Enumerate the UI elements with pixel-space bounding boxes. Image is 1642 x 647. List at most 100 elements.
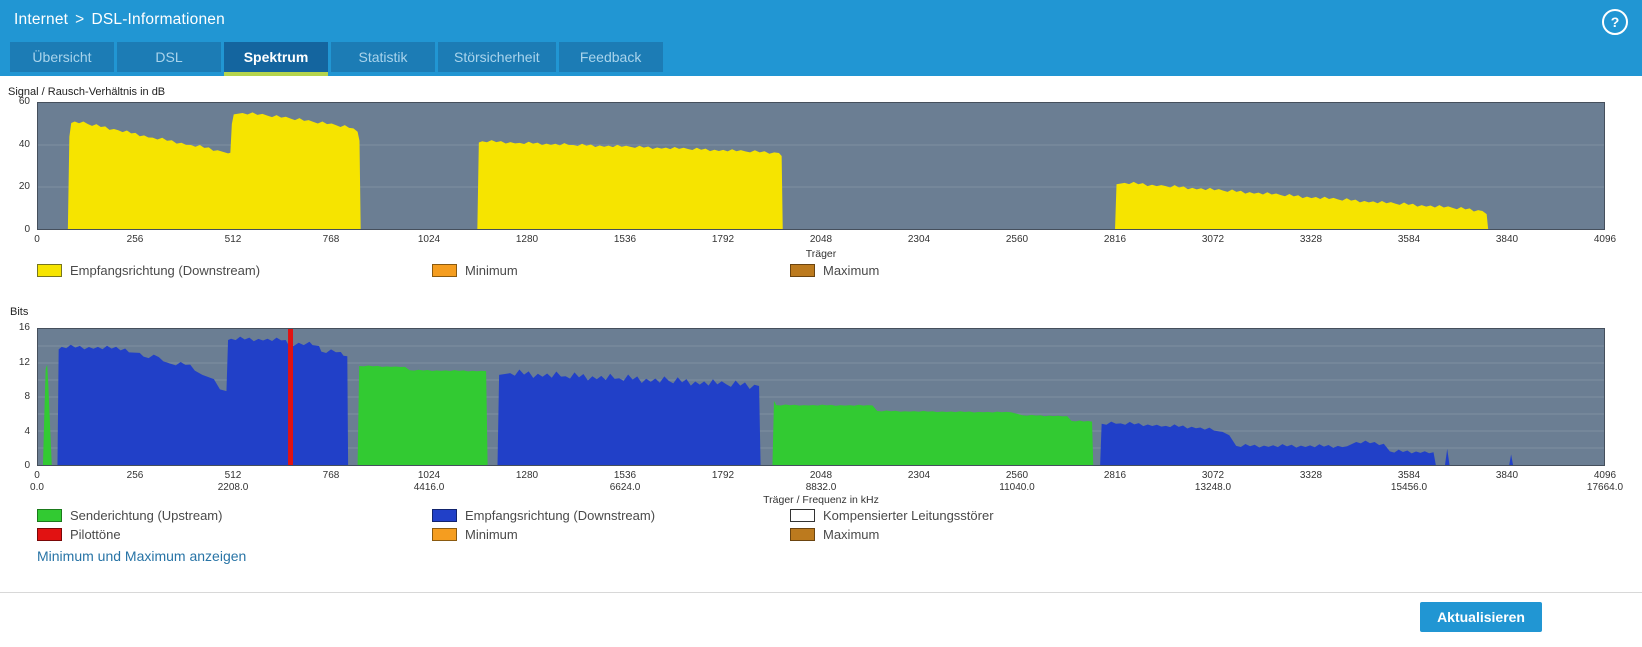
snr-xtick-768: 768 <box>322 234 340 245</box>
snr-plot <box>37 102 1605 230</box>
bits-legend-item-minimum: Minimum <box>432 526 518 542</box>
bits-xtick-3840: 3840 <box>1495 470 1519 481</box>
bits-ytick-16: 16 <box>18 322 30 333</box>
tab-spektrum[interactable]: Spektrum <box>224 42 328 76</box>
snr-xtick-3328: 3328 <box>1299 234 1323 245</box>
bits-legend-label-senderichtung-upstream: Senderichtung (Upstream) <box>70 507 223 523</box>
snr-legend-item-empfangsrichtung-downstream: Empfangsrichtung (Downstream) <box>37 262 260 278</box>
snr-band-empfangsrichtung-downstream-1 <box>477 140 783 229</box>
bits-legend-label-empfangsrichtung-downstream: Empfangsrichtung (Downstream) <box>465 507 656 523</box>
snr-ytick-60: 60 <box>18 96 30 107</box>
bits-band-empfangsrichtung-downstream-4 <box>1509 454 1514 465</box>
snr-xtick-512: 512 <box>224 234 242 245</box>
tab-dsl[interactable]: DSL <box>117 42 221 76</box>
bits-freq-label-3584: 15456.0 <box>1390 482 1428 493</box>
bits-ytick-12: 12 <box>18 356 30 368</box>
bits-legend-swatch-pilottoene <box>37 527 62 541</box>
bits-ytick-0: 0 <box>24 460 30 471</box>
bits-xtick-768: 768 <box>322 470 340 481</box>
bits-xtick-1536: 1536 <box>613 470 637 481</box>
bits-band-empfangsrichtung-downstream-2 <box>1100 421 1436 465</box>
bits-freq-label-1024: 4416.0 <box>413 482 445 493</box>
snr-legend-item-minimum: Minimum <box>432 262 518 278</box>
snr-ytick-0: 0 <box>24 224 30 235</box>
bits-xtick-256: 256 <box>126 470 144 481</box>
bits-vline-pilottoene-0 <box>288 329 294 465</box>
snr-xtick-3072: 3072 <box>1201 234 1225 245</box>
bits-legend-item-empfangsrichtung-downstream: Empfangsrichtung (Downstream) <box>432 507 655 523</box>
bits-freq-label-1536: 6624.0 <box>609 482 641 493</box>
bits-xtick-1024: 1024 <box>417 470 441 481</box>
bits-freq-label-512: 2208.0 <box>217 482 249 493</box>
bits-freq-label-3072: 13248.0 <box>1194 482 1232 493</box>
tab-uebersicht[interactable]: Übersicht <box>10 42 114 76</box>
snr-xtick-256: 256 <box>126 234 144 245</box>
refresh-button[interactable]: Aktualisieren <box>1420 602 1542 632</box>
bits-legend-item-kompensierter-leitungsstoerer: Kompensierter Leitungsstörer <box>790 507 994 523</box>
breadcrumb-page: DSL-Informationen <box>91 11 225 28</box>
tab-stoersicherheit[interactable]: Störsicherheit <box>438 42 556 76</box>
tab-bar: Übersicht DSL Spektrum Statistik Störsicherh… <box>0 42 1642 76</box>
bits-freq-label-2560: 11040.0 <box>999 482 1035 493</box>
bits-legend-label-maximum: Maximum <box>823 526 880 542</box>
snr-xtick-3840: 3840 <box>1495 234 1519 245</box>
bits-xtick-2304: 2304 <box>907 470 931 481</box>
bits-legend-label-minimum: Minimum <box>465 526 518 542</box>
snr-chart-title: Signal / Rausch-Verhältnis in dB <box>8 86 166 98</box>
bits-legend-label-pilottoene: Pilottöne <box>70 526 121 542</box>
help-icon[interactable]: ? <box>1602 9 1628 35</box>
bits-plot <box>37 328 1605 466</box>
snr-xtick-1024: 1024 <box>417 234 441 245</box>
bits-freq-label-0: 0.0 <box>30 482 44 493</box>
snr-band-empfangsrichtung-downstream-0 <box>67 112 361 229</box>
snr-xtick-2560: 2560 <box>1005 234 1029 245</box>
bits-xtick-3328: 3328 <box>1299 470 1323 481</box>
bits-band-senderichtung-upstream-0 <box>42 364 52 465</box>
bits-xtick-1792: 1792 <box>711 470 735 481</box>
snr-plot-canvas <box>38 112 1604 229</box>
snr-band-empfangsrichtung-downstream-2 <box>1115 181 1489 229</box>
snr-legend-label-minimum: Minimum <box>465 262 518 278</box>
bits-legend-label-kompensierter-leitungsstoerer: Kompensierter Leitungsstörer <box>823 507 994 523</box>
snr-legend-swatch-minimum <box>432 263 457 277</box>
snr-xtick-1536: 1536 <box>613 234 637 245</box>
bits-legend-swatch-kompensierter-leitungsstoerer <box>790 508 815 522</box>
bits-band-empfangsrichtung-downstream-0 <box>57 336 349 465</box>
snr-xtick-3584: 3584 <box>1397 234 1421 245</box>
snr-xtick-0: 0 <box>34 234 40 245</box>
snr-legend-label-maximum: Maximum <box>823 262 880 278</box>
bits-xtick-4096: 4096 <box>1593 470 1617 481</box>
bits-xtick-1280: 1280 <box>515 470 539 481</box>
snr-legend-swatch-empfangsrichtung-downstream <box>37 263 62 277</box>
tab-statistik[interactable]: Statistik <box>331 42 435 76</box>
bits-xtick-512: 512 <box>224 470 242 481</box>
tab-feedback[interactable]: Feedback <box>558 42 663 76</box>
bits-legend-swatch-empfangsrichtung-downstream <box>432 508 457 522</box>
bits-legend-swatch-minimum <box>432 527 457 541</box>
breadcrumb-separator: > <box>75 11 85 28</box>
show-min-max-link[interactable]: Minimum und Maximum anzeigen <box>37 548 247 564</box>
bits-freq-label-4096: 17664.0 <box>1586 482 1624 493</box>
snr-xtick-2304: 2304 <box>907 234 931 245</box>
snr-xtick-4096: 4096 <box>1593 234 1617 245</box>
bits-xtick-0: 0 <box>34 470 40 481</box>
bits-ytick-8: 8 <box>24 391 30 402</box>
snr-xtick-2816: 2816 <box>1103 234 1127 245</box>
bits-ytick-4: 4 <box>24 425 30 437</box>
breadcrumb-section[interactable]: Internet <box>14 11 69 28</box>
breadcrumb[interactable]: Internet > DSL-Informationen <box>14 11 225 29</box>
snr-xtick-1280: 1280 <box>515 234 539 245</box>
bits-legend-swatch-senderichtung-upstream <box>37 508 62 522</box>
snr-ytick-20: 20 <box>18 181 30 193</box>
bits-xtick-2816: 2816 <box>1103 470 1127 481</box>
bits-legend-item-maximum: Maximum <box>790 526 879 542</box>
bits-legend-item-senderichtung-upstream: Senderichtung (Upstream) <box>37 507 222 523</box>
top-bar: Internet > DSL-Informationen ? <box>0 0 1642 42</box>
bits-band-empfangsrichtung-downstream-1 <box>497 369 761 465</box>
bits-freq-label-2048: 8832.0 <box>805 482 837 493</box>
bits-band-senderichtung-upstream-2 <box>772 400 1094 465</box>
bits-plot-canvas <box>38 329 1604 465</box>
traeger-axis-label: Träger <box>805 248 837 260</box>
bits-band-senderichtung-upstream-1 <box>357 365 488 465</box>
